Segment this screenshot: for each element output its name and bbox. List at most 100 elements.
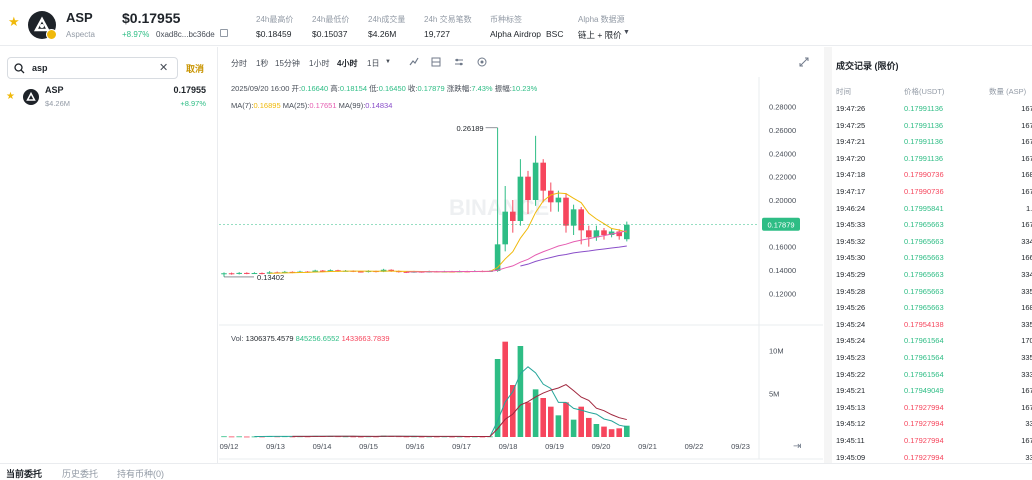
trade-row: 19:45:24 0.17961564 170.2 [836,333,1032,350]
change-value: 7.43% [471,84,493,93]
amplitude-label: 振幅: [494,84,512,93]
token-logo-icon [26,91,36,101]
trade-price: 0.17990736 [904,187,944,196]
trade-time: 19:45:21 [836,386,866,396]
search-input[interactable]: asp [32,63,48,73]
volume-bar [221,436,227,438]
clear-icon[interactable]: ✕ [159,62,169,74]
trade-amount: 170.2 [1021,336,1032,346]
chevron-down-icon[interactable]: ▼ [623,29,630,36]
trade-amount: 333.6 [1021,369,1032,379]
trade-time: 19:47:20 [836,153,866,163]
col-time: 时间 [836,87,851,96]
close-value: 0.17879 [417,84,445,93]
trade-time: 19:47:17 [836,187,866,196]
ma99-line [520,245,627,267]
candle-body [312,270,318,273]
trade-row: 19:47:25 0.17991136 167.1 [836,118,1032,135]
stat-trades-value: 19,727 [424,29,450,39]
trade-time: 19:45:11 [836,436,865,445]
high-label: 高: [330,84,340,93]
contract-address: 0xad8c...bc36de [156,30,215,39]
price-axis-label: 0.16000 [769,243,796,252]
tab-order-history[interactable]: 历史委托 [62,469,99,479]
candle-body [616,231,622,237]
settings-sliders-icon[interactable] [454,57,464,67]
trade-price: 0.17965663 [904,220,944,230]
expand-icon[interactable] [799,57,809,67]
stat-low-label: 24h最低价 [312,15,350,24]
volume-bar [555,415,562,437]
tab-open-orders[interactable]: 当前委托 [6,469,43,479]
search-box[interactable]: asp ✕ [7,57,178,79]
time-axis-label: 09/18 [499,442,518,451]
interval-1d[interactable]: 1日 [367,59,380,68]
interval-1h[interactable]: 1小时 [309,59,330,68]
trade-price: 0.17954138 [904,319,944,329]
star-icon[interactable]: ★ [6,91,15,102]
trade-time: 19:47:26 [836,104,866,113]
trade-price: 0.17965663 [904,253,944,263]
token-logo [23,89,39,105]
low-value: 0.16450 [378,84,406,93]
source-dropdown[interactable]: 链上 + 限价 [578,30,622,40]
tab-holdings[interactable]: 持有币种(0) [117,469,164,479]
trade-amount: 167.1 [1021,220,1032,230]
ma-legend: MA(7):0.16895 MA(25):0.17651 MA(99):0.14… [231,101,392,110]
time-axis-label: 09/22 [685,442,704,451]
candle-body [221,273,227,275]
volume-bar [510,385,516,437]
trade-time: 19:45:29 [836,270,866,279]
scroll-latest-icon[interactable]: ⇥ [793,441,801,452]
indicator-icon[interactable] [409,57,419,67]
trade-time: 19:45:12 [836,419,866,429]
stat-tags-label: 币种标签 [490,15,522,24]
trade-row: 19:45:24 0.17954138 335.3 [836,317,1032,334]
trade-amount: 167.7 [1021,436,1032,445]
trade-row: 19:45:29 0.17965663 334.7 [836,267,1032,284]
vol-value: 1306375.4579 [245,334,294,343]
trade-time: 19:45:23 [836,353,866,362]
trade-amount: 167.1 [1021,120,1032,130]
candle-body [320,270,326,272]
volume-bar [593,424,600,437]
trade-time: 19:45:33 [836,220,866,230]
open-label: 开: [291,84,302,93]
target-icon[interactable] [477,57,487,67]
dropdown-icon[interactable]: ▼ [385,59,391,65]
stat-trades-label: 24h 交易笔数 [424,15,472,24]
candle-body [525,176,531,200]
ma25-label: MA(25): [282,101,310,110]
stat-source-label: Alpha 数据源 [578,15,625,24]
stat-high-label: 24h最高价 [256,15,294,24]
volume-bar [494,359,501,437]
interval-4h[interactable]: 4小时 [337,59,358,68]
trade-row: 19:45:11 0.17927994 167.7 [836,433,1032,450]
price-chart[interactable]: BINANCE 0.28000 0.26000 0.24000 0.22000 0.20… [219,47,823,467]
volume-bar [236,436,242,438]
volume-axis-label: 5M [769,390,779,399]
candle-body [601,230,607,235]
star-icon[interactable]: ★ [8,14,20,29]
drawing-icon[interactable] [431,57,441,67]
trade-row: 19:47:18 0.17990736 168.0 [836,167,1032,184]
search-sidebar: asp ✕ 取消 ★ ASP $4.26M 0.17955 +8.97% [0,47,218,467]
trade-time: 19:45:30 [836,253,866,263]
interval-timeline[interactable]: 分时 [231,59,247,68]
search-result-item[interactable]: ★ ASP $4.26M 0.17955 +8.97% [0,83,218,113]
ma7-label: MA(7): [231,101,254,110]
candle-body [502,211,508,245]
cancel-button[interactable]: 取消 [186,64,205,74]
interval-15m[interactable]: 15分钟 [275,59,300,68]
trade-time: 19:47:25 [836,120,866,130]
change-label: 涨跌幅: [446,84,472,93]
candle-body [358,271,364,273]
candle-body [555,197,562,203]
interval-1s[interactable]: 1秒 [256,59,269,68]
stat-volume-value: $4.26M [368,29,397,39]
trade-price: 0.17949049 [904,386,944,396]
trade-time: 19:45:13 [836,402,866,412]
volume-bar [244,436,250,438]
copy-icon[interactable] [220,29,228,37]
amplitude-value: 10.23% [511,84,538,93]
